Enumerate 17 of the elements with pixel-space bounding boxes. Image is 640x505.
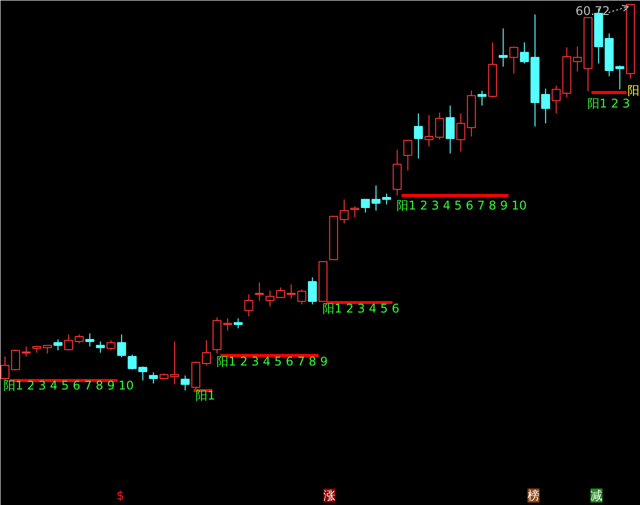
annotation: 阳 <box>628 84 640 98</box>
text: 涨 <box>324 488 336 502</box>
annotation: 阳1 2 3 4 5 6 7 8 9 <box>216 354 328 368</box>
annotation: 阳1 2 3 4 5 6 7 8 9 10 <box>396 198 527 212</box>
candlestick <box>446 105 455 154</box>
candlestick <box>498 28 508 68</box>
text: 榜 <box>528 488 540 502</box>
candlestick <box>414 112 423 160</box>
candlestick <box>552 85 561 114</box>
text: 减 <box>590 488 602 502</box>
candlestick <box>96 340 105 354</box>
candlestick <box>478 90 486 106</box>
annotation: 阳1 2 3 4 5 6 <box>322 302 400 316</box>
annotation: 阳1 2 3 <box>588 96 630 110</box>
text: $ <box>116 488 124 502</box>
annotation: 阳1 2 3 4 5 6 7 8 9 10 <box>4 378 134 392</box>
annotation: 阳1 <box>196 388 216 402</box>
